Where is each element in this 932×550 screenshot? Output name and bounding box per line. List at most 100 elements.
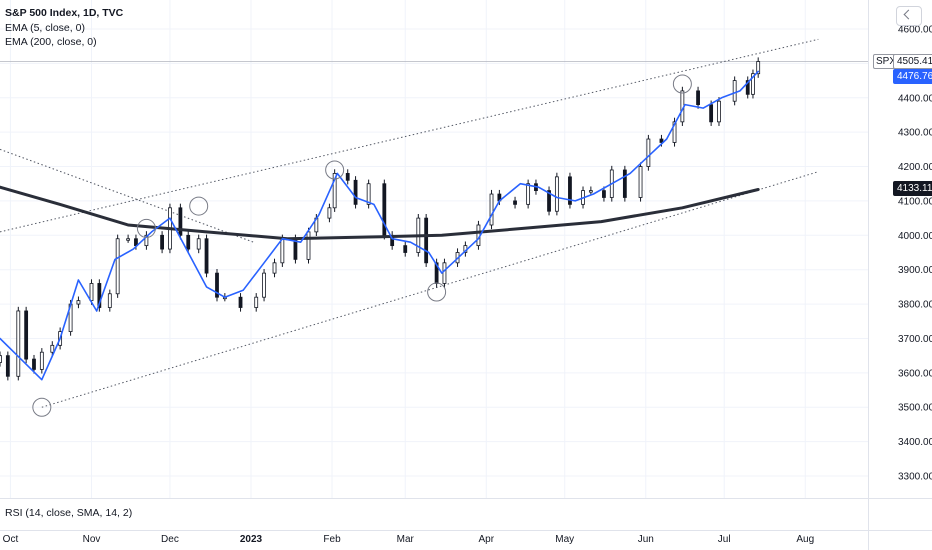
- candle-up: [332, 173, 337, 209]
- candle-down: [568, 176, 572, 205]
- descending-trendline: [0, 148, 254, 243]
- candle-up: [756, 61, 761, 75]
- pivot-marker: [325, 160, 345, 180]
- x-tick-label: Feb: [323, 534, 341, 545]
- y-tick-label: 3600.00: [898, 368, 932, 379]
- scroll-to-start-button[interactable]: [896, 6, 922, 26]
- candle-down: [5, 355, 10, 377]
- candle-up: [672, 121, 677, 143]
- candle-up: [306, 231, 311, 260]
- y-tick-label: 4000.00: [898, 231, 932, 242]
- candle-down: [178, 207, 183, 236]
- x-tick-label: Aug: [796, 534, 814, 545]
- upper-trendline: [0, 38, 819, 233]
- candle-up: [280, 238, 285, 264]
- candle-up: [39, 351, 44, 370]
- candle-down: [97, 283, 102, 308]
- candle-up: [588, 190, 593, 193]
- candle-up: [254, 296, 259, 308]
- candle-up: [50, 344, 55, 353]
- candle-up: [262, 272, 266, 298]
- pivot-markers: [32, 74, 692, 417]
- candle-down: [696, 90, 700, 106]
- candle-down: [403, 245, 408, 253]
- y-tick-label: 3700.00: [898, 334, 932, 345]
- candle-up: [732, 80, 737, 102]
- candle-up: [107, 293, 112, 308]
- candle-up: [751, 73, 755, 95]
- x-tick-label: Dec: [161, 534, 179, 545]
- trendlines: [0, 38, 819, 408]
- candle-up: [646, 138, 651, 167]
- candle-up: [554, 176, 559, 212]
- x-tick-label: Oct: [3, 534, 19, 545]
- y-tick-label: 4600.00: [898, 25, 932, 36]
- x-tick-label: Jul: [718, 534, 731, 545]
- candle-down: [622, 169, 627, 198]
- x-tick-label: Apr: [479, 534, 495, 545]
- ema5-path: [0, 70, 760, 381]
- candle-down: [709, 104, 714, 123]
- candle-down: [204, 238, 209, 274]
- candle-up: [196, 238, 201, 250]
- candle-up: [89, 283, 94, 302]
- pivot-marker: [32, 397, 52, 417]
- candle-down: [32, 358, 36, 370]
- candle-up: [0, 355, 2, 363]
- candle-up: [16, 310, 21, 377]
- pivot-marker: [136, 218, 156, 238]
- y-tick-label: 4200.00: [898, 162, 932, 173]
- candle-up: [76, 300, 81, 305]
- x-tick-label: 2023: [240, 534, 263, 545]
- last-price-tag: 4505.41: [893, 54, 932, 69]
- candle-down: [238, 296, 243, 308]
- candle-up: [126, 238, 131, 241]
- candle-down: [160, 234, 164, 250]
- candle-down: [745, 80, 750, 95]
- ema5-line: [0, 70, 760, 381]
- price-axis[interactable]: 3300.00 3400.00 3500.00 3600.00 3700.00 3800.…: [898, 25, 932, 483]
- time-axis[interactable]: Oct Nov Dec 2023 Feb Mar Apr May Jun Jul Aug: [3, 534, 814, 545]
- pivot-marker: [672, 74, 692, 94]
- candle-down: [513, 200, 517, 205]
- candle-up: [272, 262, 277, 274]
- candle-down: [345, 173, 350, 181]
- candle-down: [547, 190, 551, 212]
- x-tick-label: Jun: [638, 534, 654, 545]
- x-tick-label: Nov: [83, 534, 101, 545]
- pivot-marker: [427, 282, 447, 302]
- ema200-line: [0, 185, 760, 241]
- candle-up: [366, 183, 371, 205]
- y-tick-label: 3500.00: [898, 403, 932, 414]
- rsi-legend[interactable]: RSI (14, close, SMA, 14, 2): [5, 507, 133, 519]
- candle-down: [24, 310, 29, 360]
- lower-trendline: [41, 171, 819, 408]
- candle-down: [353, 179, 358, 205]
- chevron-left-icon: [903, 9, 914, 20]
- y-tick-label: 3800.00: [898, 300, 932, 311]
- symbol-tag: SPX: [873, 54, 900, 69]
- pivot-marker: [189, 196, 209, 216]
- candle-up: [526, 183, 531, 205]
- ema200-value-tag: 4133.11: [893, 181, 932, 196]
- ema200-path: [0, 185, 760, 241]
- y-tick-label: 3400.00: [898, 437, 932, 448]
- candle-up: [115, 238, 120, 295]
- ema5-value-tag: 4476.76: [893, 69, 932, 84]
- candle-down: [186, 234, 191, 250]
- x-tick-label: Mar: [397, 534, 415, 545]
- candle-up: [144, 234, 149, 247]
- y-tick-label: 3900.00: [898, 265, 932, 276]
- ema200-legend[interactable]: EMA (200, close, 0): [5, 36, 97, 48]
- candle-down: [424, 217, 429, 264]
- y-tick-label: 4300.00: [898, 128, 932, 139]
- y-tick-label: 3300.00: [898, 472, 932, 483]
- ema5-legend[interactable]: EMA (5, close, 0): [5, 22, 85, 34]
- y-tick-label: 4400.00: [898, 93, 932, 104]
- chart-title[interactable]: S&P 500 Index, 1D, TVC: [5, 7, 124, 19]
- x-tick-label: May: [555, 534, 574, 545]
- candle-down: [602, 190, 606, 198]
- candle-up: [327, 207, 332, 219]
